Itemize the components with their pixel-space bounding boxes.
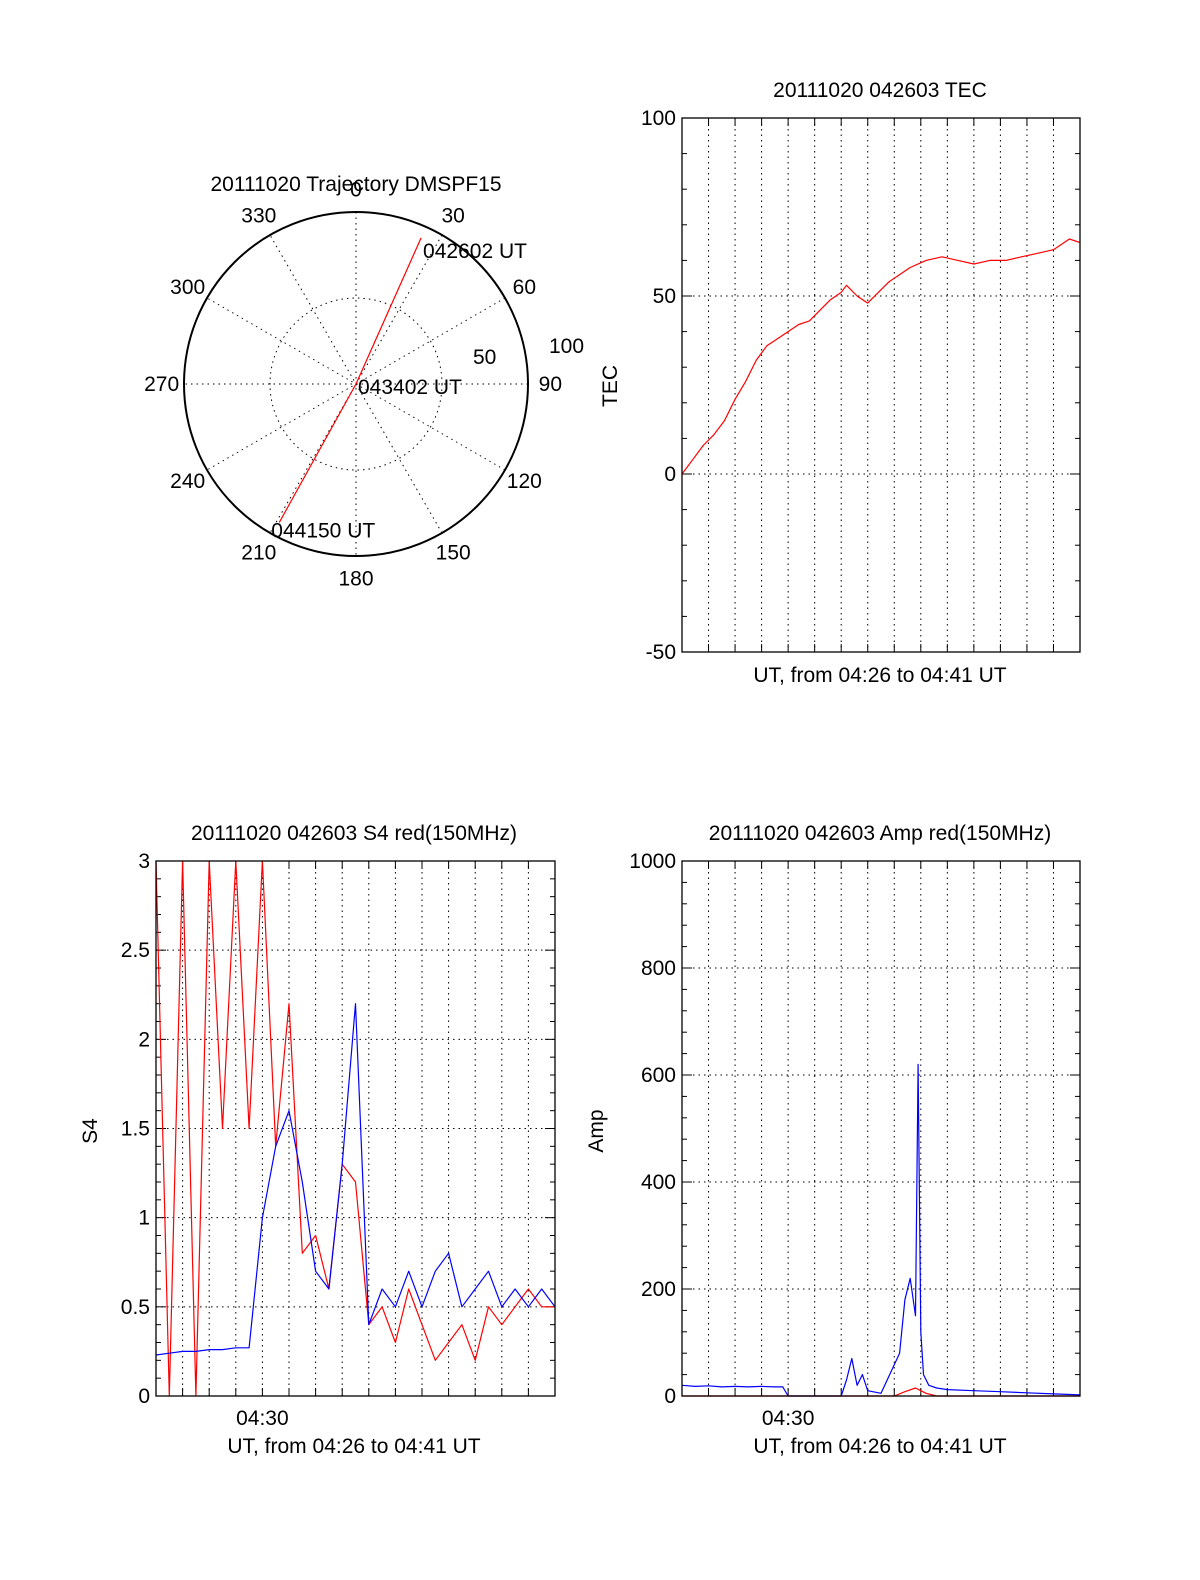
polar-radial-label: 50 xyxy=(473,346,496,369)
tec-ytick-label: 0 xyxy=(664,463,676,486)
amp-title: 20111020 042603 Amp red(150MHz) xyxy=(709,822,1051,845)
amp-ytick-label: 400 xyxy=(641,1171,676,1194)
polar-azimuth-label: 90 xyxy=(539,373,562,396)
polar-azimuth-label: 120 xyxy=(507,470,542,493)
s4-ytick-label: 1 xyxy=(138,1207,150,1230)
amp-plot: 20111020 042603 Amp red(150MHz) UT, from… xyxy=(585,822,1081,1458)
trajectory-title: 20111020 Trajectory DMSPF15 xyxy=(210,173,501,196)
polar-azimuth-label: 330 xyxy=(241,205,276,228)
s4-series-blue xyxy=(155,1003,556,1356)
trajectory-polar-plot: 20111020 Trajectory DMSPF15 0 30 60 90 120 15… xyxy=(144,173,584,590)
s4-series-red xyxy=(155,860,555,1397)
amp-ytick-label: 600 xyxy=(641,1064,676,1087)
tec-frame xyxy=(681,117,1081,653)
s4-ytick-label: 2 xyxy=(138,1028,150,1051)
s4-xlabel: UT, from 04:26 to 04:41 UT xyxy=(227,1435,480,1458)
s4-ytick-label: 2.5 xyxy=(121,939,150,962)
tec-xlabel: UT, from 04:26 to 04:41 UT xyxy=(753,664,1006,687)
amp-frame xyxy=(681,860,1081,1397)
polar-azimuth-label: 270 xyxy=(144,373,179,396)
polar-azimuth-label: 180 xyxy=(338,567,373,590)
tec-ytick-label: -50 xyxy=(646,641,676,664)
tec-ytick-label: 50 xyxy=(653,285,676,308)
polar-azimuth-label: 150 xyxy=(436,541,471,564)
s4-ylabel: S4 xyxy=(79,1118,102,1144)
s4-title: 20111020 042603 S4 red(150MHz) xyxy=(191,822,517,845)
polar-time-annotation: 042602 UT xyxy=(423,240,527,263)
polar-radial-label: 100 xyxy=(549,335,584,358)
s4-ytick-label: 0.5 xyxy=(121,1296,150,1319)
polar-time-annotation: 044150 UT xyxy=(271,519,375,542)
polar-azimuth-label: 300 xyxy=(170,276,205,299)
polar-azimuth-label: 0 xyxy=(350,179,362,202)
polar-azimuth-label: 30 xyxy=(442,205,465,228)
tec-ytick-label: 100 xyxy=(641,107,676,130)
s4-ytick-label: 3 xyxy=(138,850,150,873)
s4-frame xyxy=(155,860,556,1397)
tec-title: 20111020 042603 TEC xyxy=(773,79,987,102)
tec-plot: 20111020 042603 TEC UT, from 04:26 to 04… xyxy=(599,79,1081,687)
s4-ytick-label: 1.5 xyxy=(121,1118,150,1141)
tec-ylabel: TEC xyxy=(599,365,622,407)
s4-xtick-label: 04:30 xyxy=(236,1407,289,1430)
s4-ytick-label: 0 xyxy=(138,1385,150,1408)
polar-trajectory-line xyxy=(278,237,422,523)
amp-ylabel: Amp xyxy=(585,1109,608,1152)
polar-time-annotation: 043402 UT xyxy=(358,376,462,399)
amp-xlabel: UT, from 04:26 to 04:41 UT xyxy=(753,1435,1006,1458)
polar-azimuth-label: 210 xyxy=(241,541,276,564)
tec-series-red xyxy=(681,238,1081,475)
amp-ytick-label: 0 xyxy=(664,1385,676,1408)
polar-outer-ring xyxy=(183,211,529,557)
amp-series-blue xyxy=(681,1063,1081,1397)
amp-xtick-label: 04:30 xyxy=(762,1407,815,1430)
amp-ytick-label: 800 xyxy=(641,957,676,980)
s4-plot: 20111020 042603 S4 red(150MHz) UT, from … xyxy=(79,822,556,1458)
amp-ytick-label: 1000 xyxy=(629,850,676,873)
amp-ytick-label: 200 xyxy=(641,1278,676,1301)
polar-ring-50 xyxy=(269,297,443,471)
polar-azimuth-label: 240 xyxy=(170,470,205,493)
polar-azimuth-label: 60 xyxy=(513,276,536,299)
